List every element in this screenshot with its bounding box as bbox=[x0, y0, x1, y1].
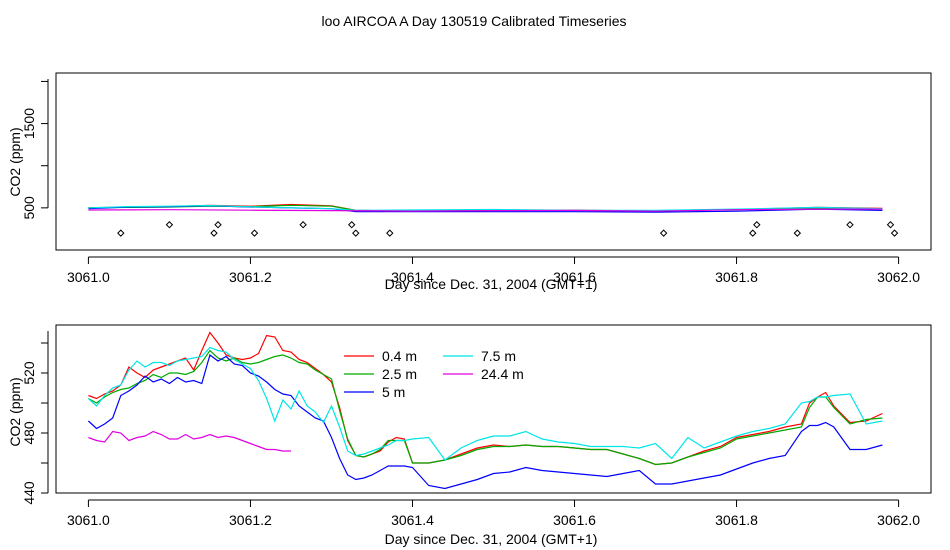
legend-label: 24.4 m bbox=[481, 366, 524, 382]
top-x-tick-label: 3061.2 bbox=[229, 269, 272, 285]
top-series-line-4 bbox=[88, 208, 883, 212]
bottom-y-tick-label: 520 bbox=[21, 361, 37, 385]
figure-title: loo AIRCOA A Day 130519 Calibrated Times… bbox=[321, 13, 626, 29]
top-x-tick-label: 3061.6 bbox=[553, 269, 596, 285]
bottom-x-tick-label: 3061.2 bbox=[229, 512, 272, 528]
top-data-point bbox=[299, 221, 307, 229]
bottom-series-line-4 bbox=[88, 430, 291, 452]
legend-label: 5 m bbox=[382, 384, 405, 400]
top-data-point bbox=[886, 221, 895, 229]
top-data-point bbox=[659, 229, 668, 237]
bottom-series-line-2 bbox=[87, 354, 883, 490]
top-data-point bbox=[890, 229, 899, 237]
bottom-y-axis-label: CO2 (ppm) bbox=[7, 377, 23, 446]
bottom-panel: 3061.0 3061.2 3061.4 3061.6 3061.8 3062.0 440… bbox=[7, 324, 932, 547]
bottom-series-line-0 bbox=[88, 331, 883, 466]
top-y-tick-label: 1500 bbox=[21, 108, 37, 139]
bottom-series-line-1 bbox=[88, 349, 883, 466]
top-data-point bbox=[352, 229, 360, 237]
top-data-point bbox=[753, 221, 761, 229]
bottom-x-tick-label: 3061.8 bbox=[715, 512, 758, 528]
bottom-y-tick-label: 440 bbox=[21, 481, 37, 505]
bottom-x-tick-label: 3061.0 bbox=[67, 512, 110, 528]
top-y-axis-label: CO2 (ppm) bbox=[7, 127, 23, 196]
legend-label: 7.5 m bbox=[481, 348, 516, 364]
top-data-point bbox=[793, 229, 802, 237]
top-panel: 3061.0 3061.2 3061.4 3061.6 3061.8 3062.0 500… bbox=[7, 72, 932, 292]
legend: 0.4 m 2.5 m 5 m 7.5 m 24.4 m bbox=[344, 348, 524, 400]
bottom-x-axis-label: Day since Dec. 31, 2004 (GMT+1) bbox=[385, 531, 598, 547]
top-x-axis-label: Day since Dec. 31, 2004 (GMT+1) bbox=[385, 276, 598, 292]
bottom-x-tick-label: 3061.6 bbox=[553, 512, 596, 528]
top-x-tick-label: 3061.8 bbox=[715, 269, 758, 285]
top-data-point bbox=[348, 221, 356, 229]
top-plot-area bbox=[55, 72, 932, 251]
top-data-point bbox=[214, 221, 222, 229]
bottom-plot-area bbox=[55, 324, 932, 494]
bottom-x-tick-label: 3062.0 bbox=[877, 512, 920, 528]
legend-label: 0.4 m bbox=[382, 348, 417, 364]
top-x-tick-label: 3061.0 bbox=[67, 269, 110, 285]
top-x-tick-label: 3062.0 bbox=[877, 269, 920, 285]
top-data-point bbox=[117, 229, 125, 237]
bottom-y-tick-label: 480 bbox=[21, 421, 37, 445]
bottom-series-line-3 bbox=[87, 346, 883, 461]
bottom-x-tick-label: 3061.4 bbox=[391, 512, 434, 528]
top-data-point bbox=[846, 221, 854, 229]
top-data-point bbox=[210, 229, 218, 237]
top-y-tick-label: 500 bbox=[21, 196, 37, 220]
top-data-point bbox=[386, 229, 394, 237]
legend-label: 2.5 m bbox=[382, 366, 417, 382]
top-data-point bbox=[749, 229, 757, 237]
top-x-tick-label: 3061.4 bbox=[391, 269, 434, 285]
top-data-point bbox=[165, 221, 174, 229]
top-data-point bbox=[250, 229, 259, 237]
